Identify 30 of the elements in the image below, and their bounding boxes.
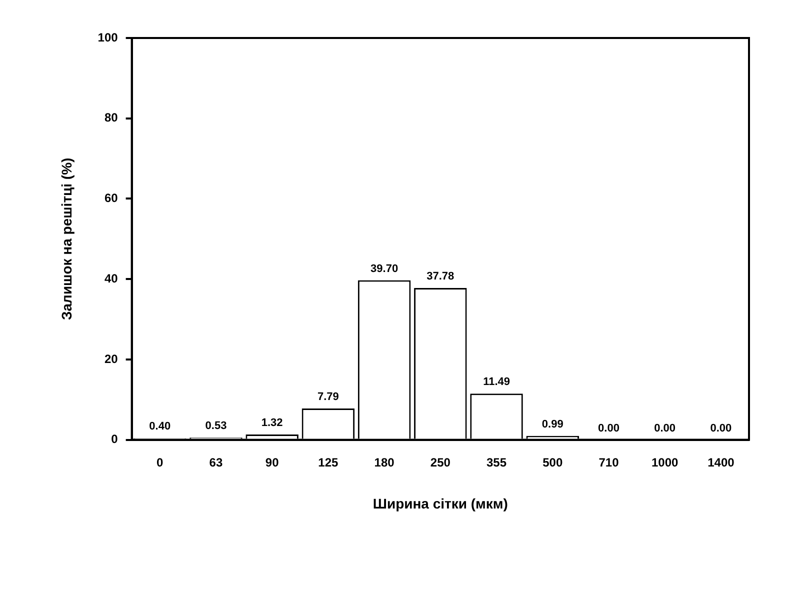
data-label: 0.00 [598,422,620,434]
data-label: 0.53 [205,420,227,432]
data-label: 0.00 [654,422,676,434]
x-tick-label: 90 [265,455,280,470]
x-tick-label: 250 [430,455,451,470]
data-label: 0.99 [542,418,564,430]
x-tick-label: 0 [156,455,164,470]
x-tick-label: 710 [598,455,620,470]
y-tick-label: 0 [111,432,118,446]
y-tick-label: 80 [104,110,118,125]
x-tick-label: 1400 [708,455,735,470]
data-label: 7.79 [317,391,339,404]
y-tick-label: 40 [104,271,118,286]
x-tick-label: 180 [374,455,395,470]
x-tick-label: 63 [209,455,223,470]
y-axis-title: Залишок на решітці (%) [58,158,74,320]
y-tick-label: 100 [98,30,118,44]
data-label: 11.49 [483,376,510,388]
x-tick-label: 1000 [651,455,679,470]
y-tick-label: 60 [104,191,118,206]
x-tick-label: 500 [542,455,563,470]
x-axis-title: Ширина сітки (мкм) [372,495,508,512]
data-label: 0.00 [710,422,732,434]
data-label: 0.40 [149,420,171,433]
x-tick-label: 355 [486,455,507,470]
x-tick-label: 125 [318,455,339,470]
y-tick-label: 20 [104,352,118,366]
data-label: 37.78 [426,270,454,283]
data-label: 1.32 [261,417,283,430]
data-label: 39.70 [370,262,398,275]
